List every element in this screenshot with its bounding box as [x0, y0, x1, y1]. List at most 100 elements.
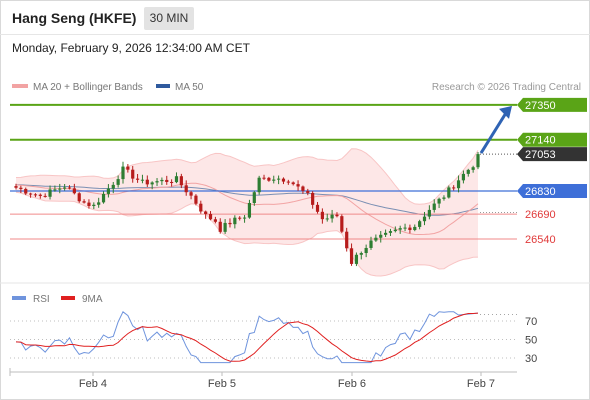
candle [257, 175, 261, 195]
candle [140, 174, 145, 184]
candle-body [452, 187, 456, 189]
candle-body [179, 176, 183, 186]
candle [106, 184, 110, 198]
candle-body [82, 201, 86, 203]
candle [354, 252, 359, 267]
candle [393, 226, 397, 233]
candle-body [150, 182, 154, 185]
candle-body [364, 247, 368, 254]
bollinger-band-fill [16, 148, 478, 276]
candle-body [53, 189, 57, 191]
candle [456, 175, 461, 193]
candle-body [432, 203, 436, 210]
x-tick-label: Feb 5 [208, 378, 236, 390]
ma9-legend-label: 9MA [82, 294, 103, 305]
candle-body [456, 180, 461, 189]
target-arrow-shaft [479, 112, 508, 154]
resistance-label: 27350 [525, 100, 556, 112]
candle [53, 185, 57, 192]
rsi-legend-label: RSI [33, 294, 50, 305]
candle [14, 183, 18, 190]
ma20-line [15, 182, 479, 236]
candle [38, 193, 42, 199]
candle [116, 175, 120, 188]
candle-body [63, 187, 67, 189]
candle [340, 214, 344, 234]
support-label: 26540 [525, 234, 556, 246]
candle [28, 192, 33, 198]
candle-body [218, 221, 222, 232]
candle [165, 175, 169, 185]
candle-body [165, 179, 169, 182]
candle [398, 225, 402, 234]
candle-body [106, 188, 110, 194]
timeframe-badge[interactable]: 30 MIN [144, 7, 194, 30]
candle-body [208, 214, 213, 220]
candle-body [354, 254, 359, 264]
candle [349, 243, 354, 266]
candle-body [140, 179, 145, 181]
candle [160, 177, 164, 186]
candle-body [242, 217, 247, 219]
candle-body [14, 186, 18, 188]
candle [311, 191, 315, 209]
candle-body [131, 169, 135, 179]
candle-body [67, 187, 72, 189]
candle [384, 229, 388, 238]
candle [301, 185, 305, 194]
candle [418, 219, 422, 230]
candle [437, 197, 441, 209]
candle-body [272, 179, 276, 181]
candle [369, 236, 373, 250]
candle-body [252, 192, 256, 204]
candle-body [199, 203, 203, 212]
candle-body [87, 202, 91, 206]
candle-body [155, 181, 159, 183]
candle [131, 165, 135, 183]
rsi-panel: 70 50 30 [10, 311, 537, 365]
candle [242, 215, 247, 223]
candle-body [447, 187, 451, 198]
candle [174, 172, 179, 184]
candle [315, 201, 320, 214]
candle-body [194, 195, 198, 204]
candle-body [92, 204, 96, 206]
chart-title: Hang Seng (HKFE) [12, 10, 137, 26]
candle [471, 165, 475, 173]
candle [320, 208, 324, 224]
candle [247, 199, 252, 219]
candle [199, 200, 203, 214]
candle [272, 175, 276, 184]
candle-body [359, 253, 363, 255]
candle-body [116, 179, 120, 185]
candle-body [408, 227, 412, 231]
candle [67, 185, 72, 190]
candle-body [306, 190, 310, 193]
level-labels: 27350 27140 27053 26830 26690 26540 [517, 97, 587, 246]
candle [476, 151, 480, 170]
candle-body [311, 192, 315, 205]
candle-body [160, 179, 164, 182]
x-axis: Feb 4 Feb 5 Feb 6 Feb 7 [9, 368, 495, 390]
candle-body [135, 178, 140, 180]
candle-body [101, 193, 106, 203]
candle-body [33, 194, 38, 196]
candle-body [28, 193, 33, 195]
candle [422, 211, 427, 226]
candle [413, 224, 417, 232]
ma20-legend-swatch [12, 84, 28, 88]
candle-body [228, 222, 232, 225]
candle [233, 215, 237, 229]
candle [432, 199, 436, 213]
candle [291, 181, 295, 186]
candle-body [267, 177, 271, 181]
candle-body [72, 188, 76, 194]
candle-body [247, 203, 252, 218]
candle-body [384, 232, 388, 235]
bollinger-bands [15, 148, 479, 277]
candle [184, 180, 188, 196]
moving-averages [15, 182, 479, 236]
candle-body [257, 177, 261, 193]
candle-body [121, 166, 125, 180]
candle [403, 223, 407, 232]
